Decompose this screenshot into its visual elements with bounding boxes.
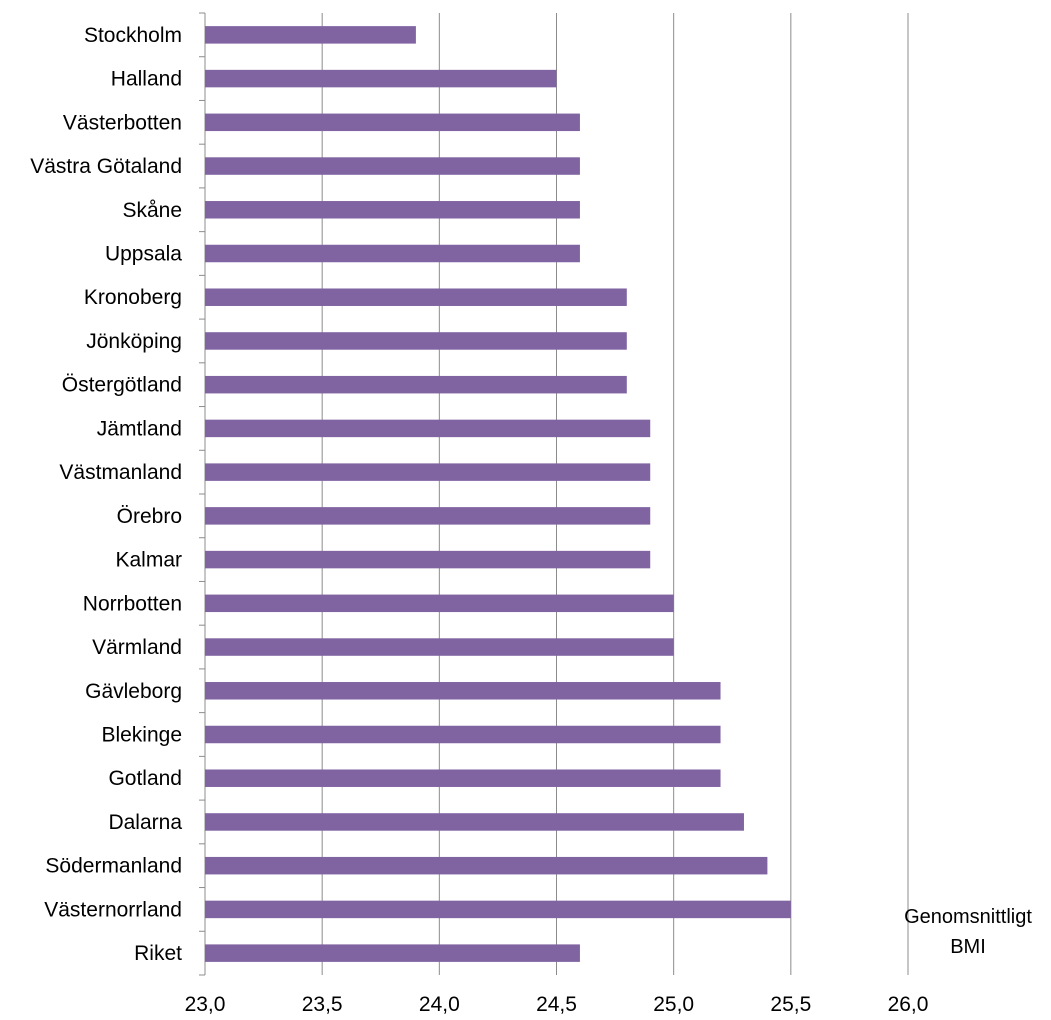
bar: [205, 26, 416, 44]
bars: [205, 26, 791, 962]
bar: [205, 375, 627, 394]
bar: [205, 463, 651, 481]
category-label: Uppsala: [105, 243, 182, 266]
category-label: Kalmar: [115, 549, 182, 572]
category-label: Jönköping: [86, 330, 182, 353]
bar: [205, 813, 744, 831]
category-label: Värmland: [92, 636, 182, 659]
category-label: Stockholm: [84, 24, 182, 47]
bar: [205, 725, 721, 744]
tick-label: 23,0: [185, 993, 226, 1016]
bar: [205, 550, 651, 569]
tick-label: 24,5: [536, 993, 577, 1016]
category-label: Västernorrland: [44, 898, 182, 921]
bar: [205, 594, 674, 613]
category-label: Norrbotten: [83, 592, 182, 615]
category-label: Blekinge: [101, 724, 182, 747]
annotation-line-2: BMI: [950, 936, 986, 958]
category-label: Södermanland: [45, 855, 182, 878]
bar: [205, 507, 651, 525]
bar: [205, 244, 580, 263]
category-label: Kronoberg: [84, 286, 182, 309]
value-tick-labels: 23,0 23,5 24,0 24,5 25,0 25,5 26,0: [185, 993, 929, 1016]
tick-label: 26,0: [888, 993, 929, 1016]
annotation-line-1: Genomsnittligt: [904, 906, 1032, 928]
category-label: Gotland: [108, 767, 182, 790]
bar: [205, 157, 580, 175]
category-label: Västerbotten: [63, 111, 182, 134]
category-axis: [199, 12, 206, 976]
bar: [205, 900, 791, 919]
category-label: Skåne: [122, 199, 182, 222]
category-label: Västmanland: [59, 461, 182, 484]
bar: [205, 201, 580, 219]
tick-label: 24,0: [419, 993, 460, 1016]
bar: [205, 944, 580, 962]
tick-label: 25,0: [653, 993, 694, 1016]
category-label: Jämtland: [97, 417, 182, 440]
category-label: Östergötland: [62, 374, 182, 397]
category-label: Dalarna: [108, 811, 182, 834]
bar: [205, 419, 651, 438]
category-label: Gävleborg: [85, 680, 182, 703]
category-label: Halland: [111, 68, 182, 91]
bar: [205, 638, 674, 656]
category-label: Västra Götaland: [30, 155, 182, 178]
tick-label: 25,5: [770, 993, 811, 1016]
category-label: Riket: [134, 942, 182, 965]
bar: [205, 856, 768, 875]
bar: [205, 288, 627, 306]
category-label: Örebro: [117, 505, 182, 528]
bar: [205, 769, 721, 787]
bar: [205, 69, 557, 88]
tick-label: 23,5: [302, 993, 343, 1016]
bar: [205, 332, 627, 350]
chart-annotation: Genomsnittligt BMI: [878, 902, 1051, 962]
bar: [205, 113, 580, 132]
bar: [205, 682, 721, 700]
category-labels: Stockholm Halland Västerbotten Västra Götal…: [30, 24, 182, 965]
